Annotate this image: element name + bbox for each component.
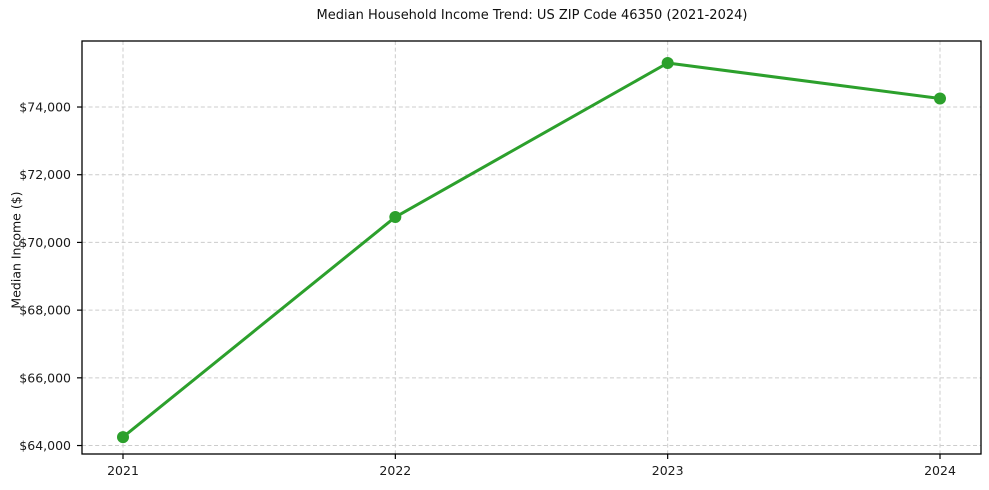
chart-title: Median Household Income Trend: US ZIP Co… xyxy=(316,8,748,23)
x-tick-label: 2023 xyxy=(652,463,684,478)
y-tick-label: $64,000 xyxy=(19,438,71,453)
y-tick-label: $72,000 xyxy=(19,167,71,182)
y-tick-label: $74,000 xyxy=(19,100,71,115)
data-point xyxy=(117,431,129,444)
x-tick-label: 2022 xyxy=(379,463,411,478)
income-trend-line xyxy=(121,61,942,439)
y-tick-label: $70,000 xyxy=(19,235,71,250)
x-tick-label: 2024 xyxy=(924,463,956,478)
data-point xyxy=(389,211,402,224)
data-point xyxy=(661,57,674,70)
y-tick-label: $66,000 xyxy=(19,370,71,385)
x-tick-label: 2021 xyxy=(107,463,139,478)
data-point xyxy=(934,92,946,105)
plot-border xyxy=(81,40,982,455)
y-tick-label: $68,000 xyxy=(19,303,71,318)
